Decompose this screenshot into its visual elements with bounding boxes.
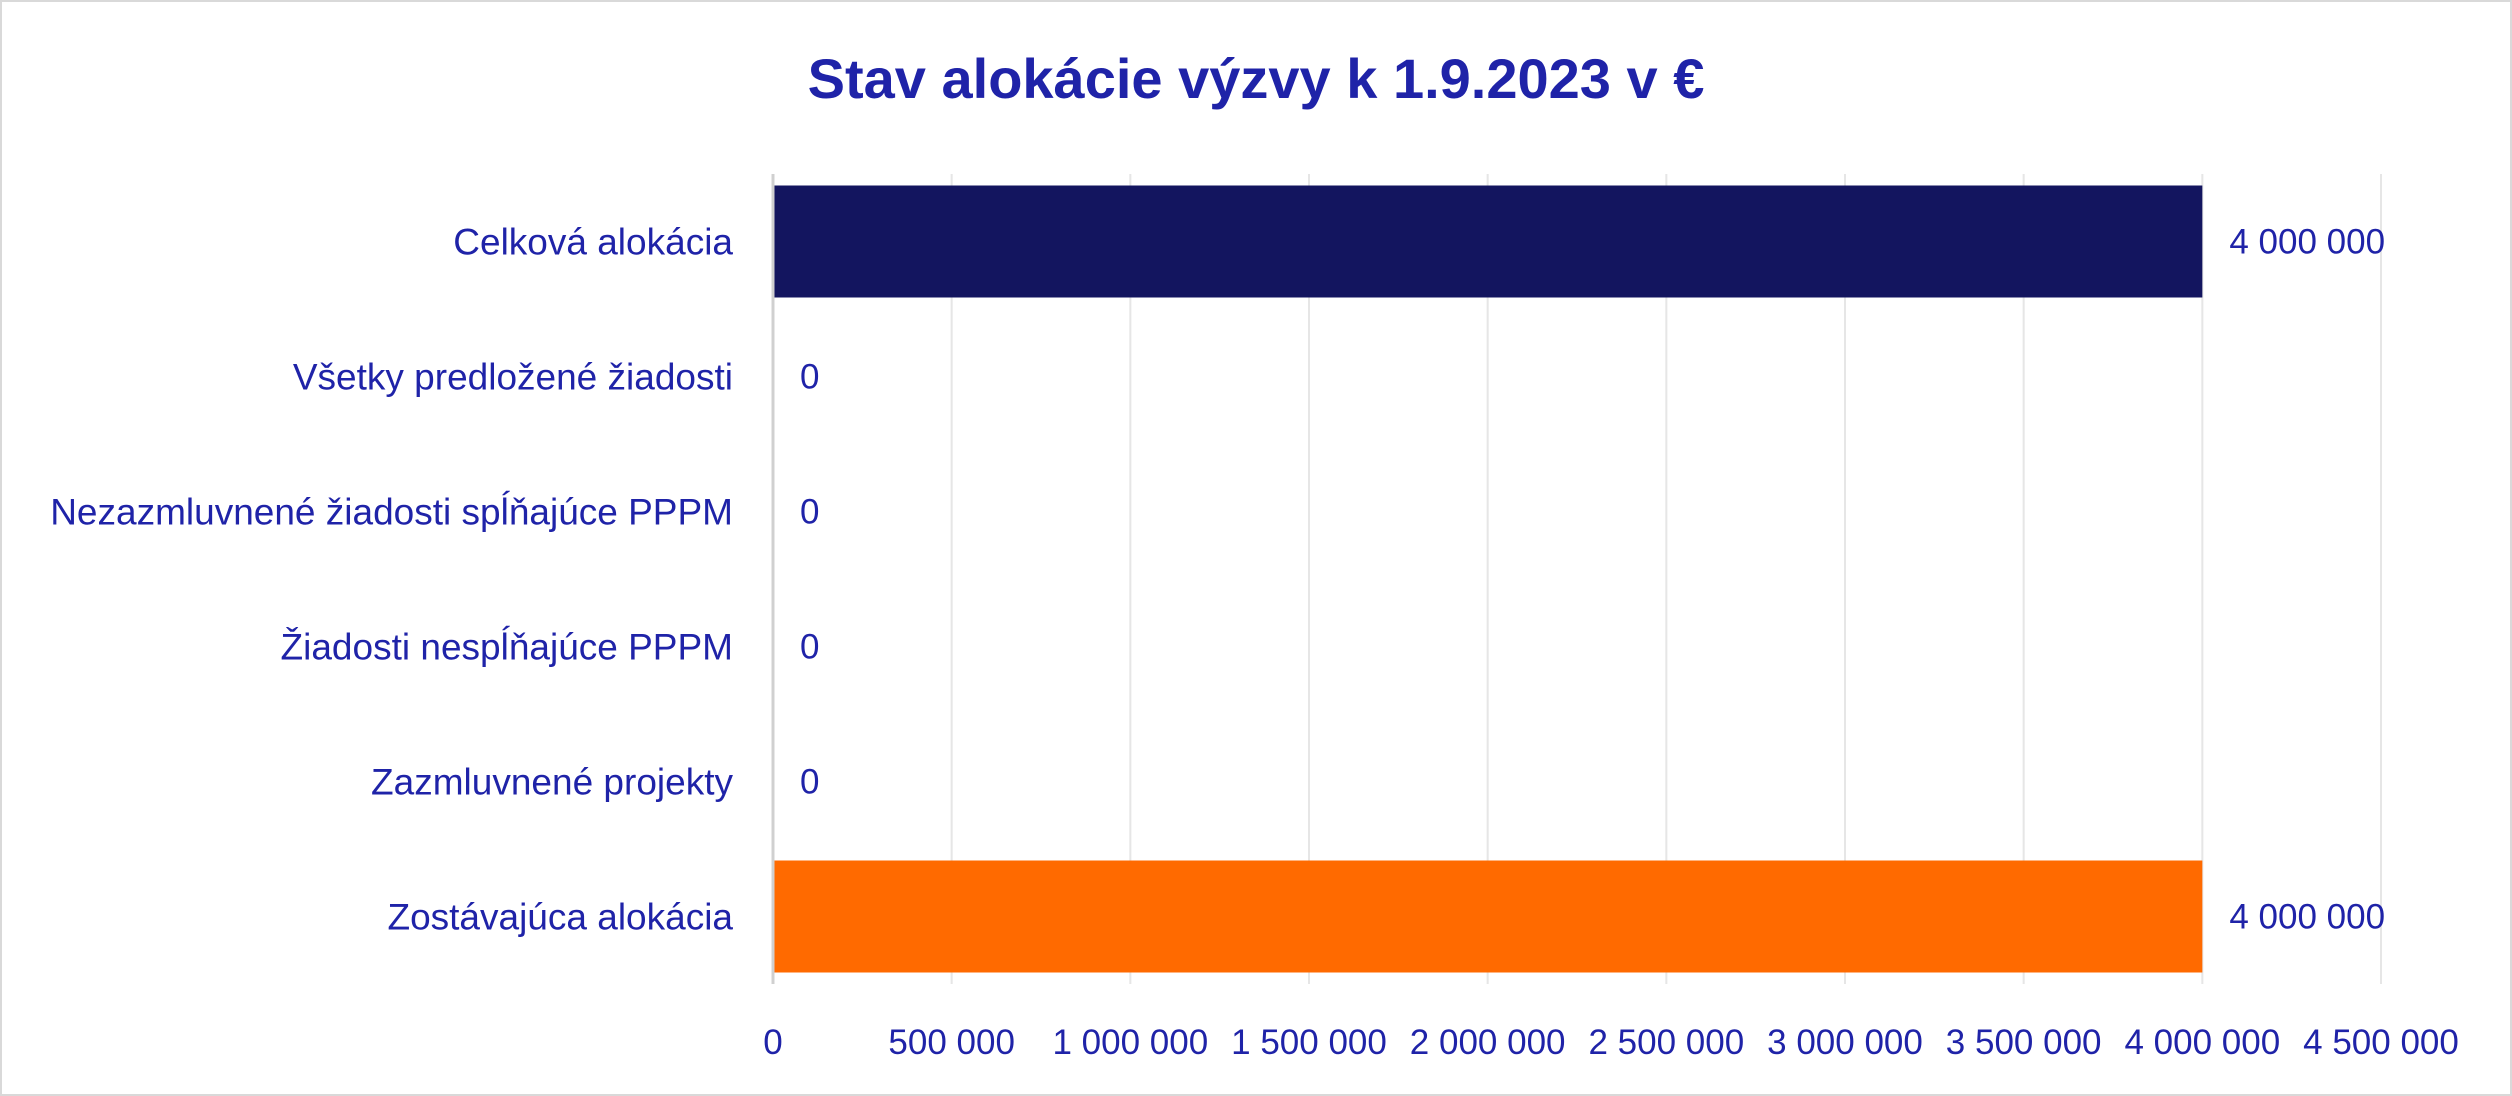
category-label: Žiadosti nespĺňajúce PPPM xyxy=(281,626,733,668)
data-label: 0 xyxy=(800,358,819,397)
chart-title: Stav alokácie výzvy k 1.9.2023 v € xyxy=(808,47,1705,110)
bar xyxy=(773,185,2203,298)
x-tick-label: 4 500 000 xyxy=(2303,1023,2459,1062)
labels: Celková alokácia 4 000 000 Všetky predlože… xyxy=(50,222,2385,938)
x-tick-label: 1 500 000 xyxy=(1231,1023,1387,1062)
category-label: Všetky predložené žiadosti xyxy=(293,357,733,398)
x-tick-label: 0 xyxy=(763,1023,782,1062)
category-label: Celková alokácia xyxy=(453,222,733,263)
x-tick-label: 500 000 xyxy=(888,1023,1015,1062)
x-tick-label: 4 000 000 xyxy=(2124,1023,2280,1062)
x-tick-label: 3 500 000 xyxy=(1946,1023,2102,1062)
bars xyxy=(773,185,2203,973)
x-tick-label: 2 500 000 xyxy=(1588,1023,1744,1062)
data-label: 4 000 000 xyxy=(2229,223,2385,262)
data-label: 0 xyxy=(800,493,819,532)
bar xyxy=(773,860,2203,973)
axes: 0 500 000 1 000 000 1 500 000 2 000 000 2 500… xyxy=(763,174,2459,1062)
category-label: Zazmluvnené projekty xyxy=(371,762,733,803)
x-tick-label: 3 000 000 xyxy=(1767,1023,1923,1062)
x-tick-label: 1 000 000 xyxy=(1052,1023,1208,1062)
category-label: Zostávajúca alokácia xyxy=(387,897,733,938)
grid-lines xyxy=(950,174,2382,984)
x-tick-label: 2 000 000 xyxy=(1410,1023,1566,1062)
category-label: Nezazmluvnené žiadosti spĺňajúce PPPM xyxy=(50,491,733,533)
data-label: 0 xyxy=(800,628,819,667)
data-label: 0 xyxy=(800,763,819,802)
data-label: 4 000 000 xyxy=(2229,898,2385,937)
